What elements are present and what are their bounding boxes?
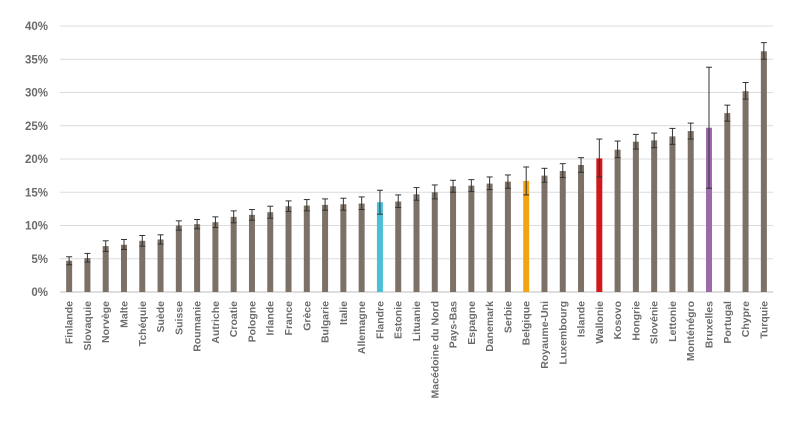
x-tick-label-18: Estonie xyxy=(393,301,405,339)
x-tick-label-9: Croatie xyxy=(228,301,240,337)
y-tick-label-3: 15% xyxy=(25,187,48,199)
x-tick-label-22: Espagne xyxy=(466,301,478,345)
x-tick-label-30: Kosovo xyxy=(612,301,624,340)
x-tick-label-17: Flandre xyxy=(374,301,386,339)
bar-33 xyxy=(669,136,676,292)
bar-37 xyxy=(742,91,749,292)
bar-13 xyxy=(303,205,310,292)
bar-18 xyxy=(395,201,402,292)
bar-19 xyxy=(413,194,420,292)
x-tick-label-38: Turquie xyxy=(758,301,770,339)
x-tick-label-23: Danemark xyxy=(484,301,496,352)
bar-14 xyxy=(322,204,329,292)
x-tick-label-35: Bruxelles xyxy=(704,301,716,348)
bar-26 xyxy=(541,175,548,292)
y-tick-label-5: 25% xyxy=(25,121,48,133)
bar-32 xyxy=(651,140,658,292)
x-tick-label-6: Suisse xyxy=(173,301,185,335)
x-tick-label-11: Irlande xyxy=(265,301,277,336)
bar-11 xyxy=(267,212,274,292)
x-tick-label-27: Luxembourg xyxy=(557,301,569,365)
bar-34 xyxy=(687,131,694,292)
x-tick-label-25: Belgique xyxy=(521,301,533,345)
y-tick-label-8: 40% xyxy=(25,21,48,33)
bar-1 xyxy=(84,258,91,292)
bar-5 xyxy=(157,239,164,292)
x-tick-label-28: Islande xyxy=(576,301,588,337)
bar-31 xyxy=(632,141,639,292)
x-tick-label-1: Slovaquie xyxy=(82,301,94,351)
bar-30 xyxy=(614,149,621,292)
x-tick-label-33: Lettonie xyxy=(667,301,679,342)
bar-3 xyxy=(120,244,127,292)
y-tick-label-1: 5% xyxy=(31,254,48,266)
y-tick-label-6: 30% xyxy=(25,88,48,100)
x-tick-label-7: Roumanie xyxy=(192,301,204,352)
x-tick-label-10: Pologne xyxy=(246,301,258,343)
x-tick-label-31: Hongrie xyxy=(630,301,642,341)
x-tick-label-26: Royaume-Uni xyxy=(539,301,551,369)
x-tick-label-32: Slovénie xyxy=(649,301,661,344)
x-tick-label-20: Macédoine du Nord xyxy=(429,301,441,398)
bar-9 xyxy=(230,216,237,292)
y-tick-label-4: 20% xyxy=(25,154,48,166)
bar-36 xyxy=(724,113,731,293)
bar-27 xyxy=(559,170,566,292)
x-tick-label-24: Serbie xyxy=(502,301,514,333)
x-tick-label-19: Lituanie xyxy=(411,301,423,341)
bar-22 xyxy=(468,185,475,292)
x-tick-label-14: Bulgarie xyxy=(320,301,332,343)
bar-24 xyxy=(504,181,511,292)
bar-21 xyxy=(450,186,457,292)
x-tick-label-16: Allemagne xyxy=(356,301,368,354)
y-tick-label-0: 0% xyxy=(31,287,48,299)
x-tick-label-37: Chypre xyxy=(740,301,752,337)
bar-12 xyxy=(285,206,292,292)
bar-23 xyxy=(486,183,493,292)
bar-35 xyxy=(706,127,713,293)
bar-0 xyxy=(66,260,73,292)
bar-10 xyxy=(248,214,255,292)
x-tick-label-29: Wallonie xyxy=(594,301,606,344)
x-tick-label-12: France xyxy=(283,301,295,336)
x-tick-label-15: Italie xyxy=(338,301,350,325)
x-tick-label-2: Norvège xyxy=(100,301,112,343)
bar-25 xyxy=(523,180,530,292)
y-tick-label-2: 10% xyxy=(25,221,48,233)
bar-16 xyxy=(358,203,365,292)
x-tick-label-8: Autriche xyxy=(210,301,222,344)
bar-29 xyxy=(596,158,603,292)
bar-28 xyxy=(578,164,585,292)
x-tick-label-0: Finlande xyxy=(64,301,76,344)
x-tick-label-3: Malte xyxy=(118,301,130,328)
bar-15 xyxy=(340,204,347,292)
bar-7 xyxy=(194,224,201,292)
bar-6 xyxy=(175,225,182,292)
x-tick-label-36: Portugal xyxy=(722,301,734,344)
x-tick-label-34: Monténégro xyxy=(685,301,697,361)
bar-2 xyxy=(102,246,109,292)
x-tick-label-21: Pays-Bas xyxy=(448,301,460,348)
bar-4 xyxy=(139,240,146,292)
bar-8 xyxy=(212,222,219,292)
x-tick-label-13: Grèce xyxy=(301,301,313,331)
bar-38 xyxy=(760,51,767,292)
bar-20 xyxy=(431,192,438,292)
y-tick-label-7: 35% xyxy=(25,54,48,66)
x-tick-label-5: Suède xyxy=(155,301,167,333)
x-tick-label-4: Tchéquie xyxy=(137,301,149,346)
bar-17 xyxy=(376,202,383,292)
